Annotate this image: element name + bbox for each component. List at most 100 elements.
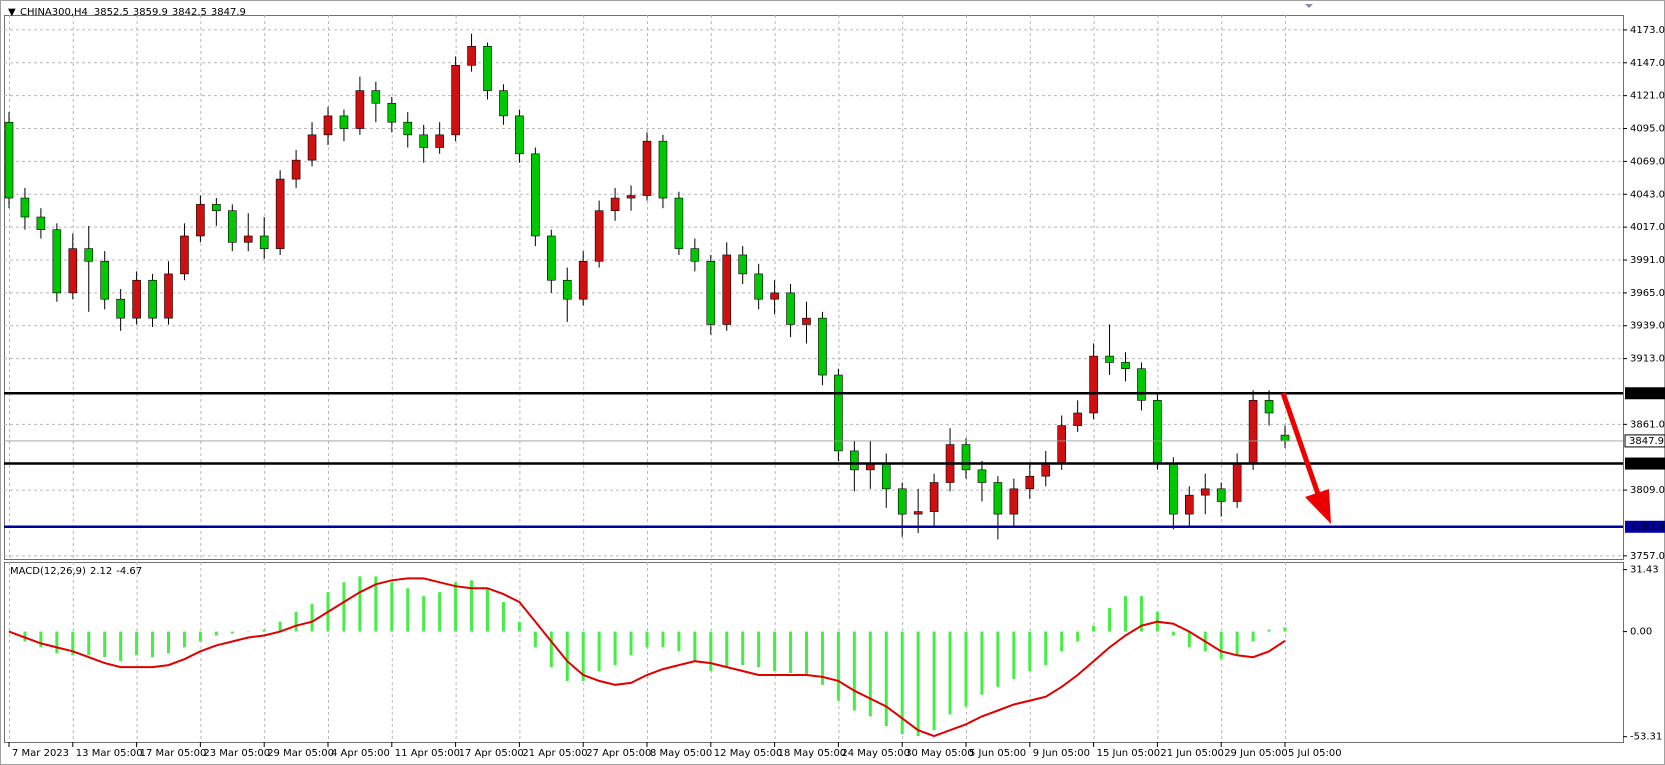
macd-bar [71, 631, 75, 656]
macd-bar [549, 631, 553, 668]
macd-bar [1139, 596, 1143, 632]
candle-body [562, 279, 572, 300]
macd-bar [1219, 631, 1223, 660]
candle-body [1216, 488, 1226, 502]
x-tick-label: 27 Apr 05:00 [586, 748, 651, 759]
level-label: 3780.0 [1629, 522, 1664, 533]
macd-bar [645, 631, 649, 648]
level-label-box [1625, 457, 1665, 470]
candle-body [786, 292, 795, 325]
macd-bar [852, 631, 856, 711]
candle-body [881, 463, 891, 490]
macd-bar [533, 631, 537, 648]
candle-body [1248, 400, 1258, 464]
y-tick-label: 4017.0 [1630, 222, 1665, 233]
y-tick-label: 4173.0 [1630, 25, 1665, 36]
candle-body [690, 248, 700, 262]
candle-body [818, 317, 827, 376]
x-tick-label: 13 Mar 05:00 [76, 748, 143, 759]
macd-bar [805, 631, 808, 675]
macd-bar [1012, 631, 1016, 679]
candle-body [132, 279, 141, 319]
candle-body [1089, 355, 1098, 414]
candle-body [275, 178, 285, 249]
signal-line [8, 577, 1286, 738]
macd-bar [1283, 627, 1287, 632]
macd-bar [1028, 631, 1032, 672]
level-label-box [1625, 387, 1665, 400]
macd-bar [836, 631, 840, 701]
candle-body [20, 197, 30, 218]
macd-bar [900, 631, 904, 735]
trend-arrow [1280, 392, 1331, 524]
macd-bar [87, 631, 91, 656]
macd-bar [151, 631, 155, 658]
x-tick-label: 12 May 05:00 [714, 748, 783, 759]
candle-body [1280, 434, 1290, 442]
y-tick-label: 3861.0 [1630, 419, 1665, 430]
x-tick-label: 5 Jul 05:00 [1288, 748, 1342, 759]
candle-body [387, 102, 397, 123]
arrow-head [1305, 489, 1331, 524]
candle-body [531, 153, 540, 237]
y-tick-label: 3757.0 [1630, 551, 1665, 562]
candle-body [164, 273, 173, 319]
candle-body [1105, 355, 1114, 363]
macd-bar [294, 611, 298, 632]
candle-body [897, 488, 907, 515]
macd-bar [55, 631, 59, 654]
y-tick-label: 3965.0 [1630, 288, 1665, 299]
y-tick-label: -53.31 [1630, 732, 1662, 743]
candle-body [993, 482, 1003, 515]
macd-bar [773, 631, 777, 672]
candle-body [594, 210, 604, 262]
candle-body [770, 292, 779, 300]
macd-bar [422, 596, 426, 632]
candle-body [451, 65, 460, 136]
x-tick-label: 21 Apr 05:00 [522, 748, 587, 759]
macd-bar [964, 631, 968, 707]
candle-body [610, 197, 620, 212]
y-tick-label: 0.00 [1630, 627, 1652, 638]
macd-bar [1092, 625, 1096, 632]
macd-bar [278, 621, 282, 632]
x-tick-label: 17 Apr 05:00 [459, 748, 524, 759]
macd-bar [868, 631, 872, 717]
macd-bar [167, 631, 170, 654]
candle-body [148, 279, 157, 319]
candle-body [1185, 494, 1194, 515]
candle-body [212, 204, 221, 212]
candle-body [1073, 412, 1082, 426]
macd-bar [1060, 631, 1064, 652]
candle-body [1009, 488, 1019, 515]
macd-bar [342, 582, 346, 632]
candle-body [961, 444, 971, 471]
main-pane [4, 15, 1624, 560]
candle-body [323, 115, 333, 136]
open-value: 3852.5 [94, 7, 129, 18]
candle-body [339, 115, 349, 129]
candle-body [578, 260, 588, 300]
candle-body [483, 46, 492, 91]
macd-bar [39, 631, 43, 648]
macd-bar [709, 631, 713, 672]
candle-body [1137, 368, 1146, 401]
macd-bar [214, 631, 218, 636]
arrow-shaft [1280, 392, 1321, 495]
y-tick-label: 31.43 [1630, 565, 1659, 576]
macd-bar [884, 631, 888, 727]
candle-body [52, 229, 62, 294]
candle-body [435, 134, 444, 148]
macd-pane [4, 562, 1624, 743]
macd-bar [486, 588, 489, 632]
candle-body [36, 216, 46, 230]
macd-bar [996, 631, 1000, 687]
candle-body [100, 260, 109, 300]
macd-bar [725, 631, 729, 668]
candle-body [722, 254, 732, 325]
indicator-name: MACD(12,26,9) [10, 566, 86, 577]
candle-body [291, 159, 301, 180]
candle-body [1200, 488, 1210, 496]
candle-body [4, 121, 14, 199]
